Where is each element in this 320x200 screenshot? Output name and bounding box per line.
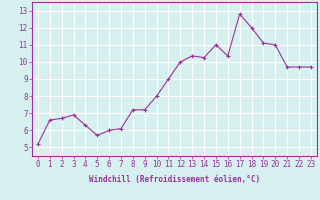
X-axis label: Windchill (Refroidissement éolien,°C): Windchill (Refroidissement éolien,°C) [89, 175, 260, 184]
